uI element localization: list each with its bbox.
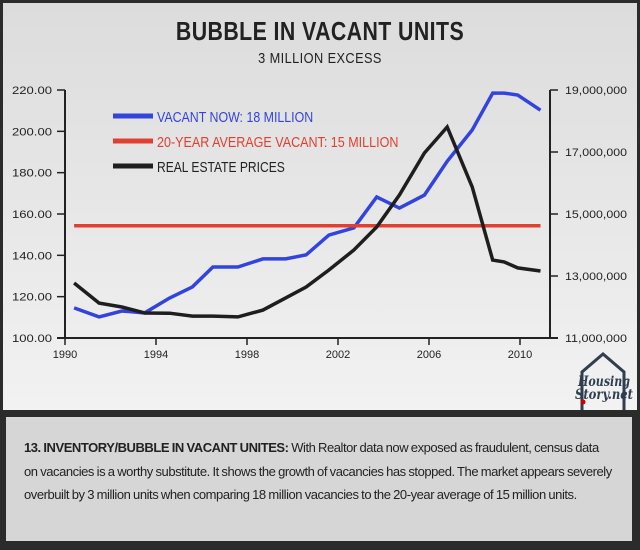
x-tick-label: 2010: [508, 349, 532, 361]
series-line-1: [73, 91, 542, 319]
right-tick-label: 11,000,000: [565, 333, 627, 345]
right-tick-label: 15,000,000: [565, 209, 627, 221]
left-tick-label: 100.00: [12, 333, 52, 345]
x-tick-label: 2006: [417, 349, 441, 361]
chart-title: BUBBLE IN VACANT UNITS: [175, 16, 465, 46]
left-tick-label: 180.00: [12, 168, 52, 180]
left-tick-label: 160.00: [12, 209, 52, 221]
left-tick-label: 220.00: [12, 85, 52, 97]
chart-subtitle: 3 MILLION EXCESS: [258, 50, 382, 67]
caption-body: With Realtor data now exposed as fraudul…: [24, 440, 612, 502]
legend-label-3: REAL ESTATE PRICES: [157, 159, 285, 176]
logo-dot: [580, 399, 586, 405]
caption-panel: 13. INVENTORY/BUBBLE IN VACANT UNITES: W…: [3, 414, 635, 544]
right-tick-label: 13,000,000: [565, 271, 627, 283]
logo-text-line1: Housing: [577, 374, 630, 390]
x-tick-label: 1990: [53, 349, 77, 361]
legend-label-1: VACANT NOW: 18 MILLION: [157, 109, 313, 126]
line-chart: 100.00 120.00 140.00 160.00 180.00 200.00 220.…: [12, 85, 634, 410]
x-tick-label: 1994: [144, 349, 168, 361]
right-tick-label: 17,000,000: [565, 147, 627, 159]
chart-panel: [3, 3, 637, 410]
house-logo-icon: [580, 352, 626, 410]
left-tick-label: 140.00: [12, 250, 52, 262]
caption-text: 13. INVENTORY/BUBBLE IN VACANT UNITES: W…: [24, 436, 614, 507]
caption-heading: 13. INVENTORY/BUBBLE IN VACANT UNITES:: [24, 440, 289, 455]
x-tick-label: 2002: [326, 349, 350, 361]
left-tick-label: 120.00: [12, 292, 52, 304]
legend-label-2: 20-YEAR AVERAGE VACANT: 15 MILLION: [157, 134, 398, 151]
right-tick-label: 19,000,000: [565, 85, 627, 97]
logo-text-line2: Story.net: [575, 387, 633, 403]
x-tick-label: 1998: [235, 349, 259, 361]
left-tick-label: 200.00: [12, 126, 52, 138]
series-line-3: [73, 123, 541, 319]
